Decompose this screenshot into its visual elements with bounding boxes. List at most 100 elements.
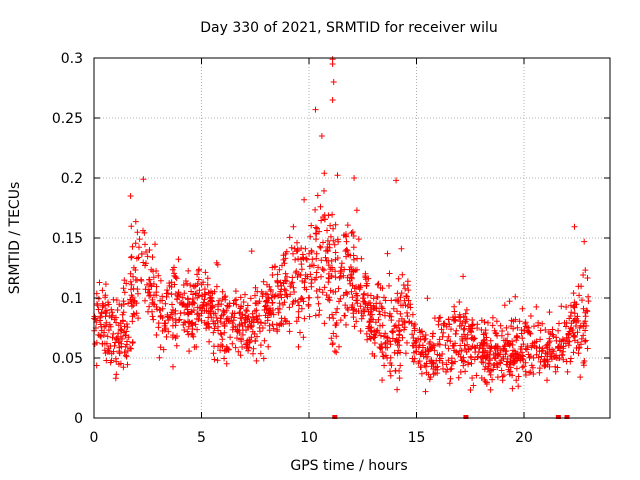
data-point (171, 272, 178, 279)
data-point (128, 253, 135, 260)
data-point (495, 351, 502, 358)
data-point (194, 280, 201, 287)
data-point (314, 294, 321, 301)
data-point (584, 275, 591, 281)
data-point (519, 352, 525, 359)
data-point (270, 325, 277, 332)
data-point (367, 327, 374, 334)
data-point (521, 327, 528, 334)
data-point (301, 315, 308, 322)
data-point (377, 332, 384, 339)
data-point (504, 331, 511, 338)
data-point (121, 349, 128, 356)
y-tick-label: 0 (74, 411, 83, 427)
data-point (399, 271, 406, 278)
data-point (157, 344, 164, 351)
data-point (461, 325, 468, 332)
data-point (132, 218, 139, 225)
data-point (427, 339, 434, 345)
data-point (125, 300, 132, 307)
data-point (282, 287, 289, 294)
data-point (547, 353, 554, 360)
data-point (296, 302, 302, 309)
data-point (549, 326, 556, 333)
data-point (423, 360, 430, 367)
data-point (445, 357, 452, 364)
data-point (564, 368, 571, 375)
data-point (309, 256, 316, 263)
data-point (231, 310, 238, 317)
data-point (543, 342, 550, 349)
data-point (102, 323, 109, 329)
data-point (343, 289, 349, 296)
data-point (240, 299, 247, 305)
data-point (478, 339, 485, 346)
data-point (174, 292, 181, 299)
data-point (426, 376, 433, 383)
data-point (436, 336, 443, 343)
data-point (404, 313, 411, 320)
data-point (448, 365, 455, 372)
data-point (582, 338, 588, 345)
data-point (387, 372, 394, 379)
data-point (348, 288, 355, 295)
data-point (204, 275, 211, 282)
data-point (242, 312, 249, 319)
x-tick-label: 15 (408, 430, 426, 446)
data-point (370, 303, 377, 309)
data-point (96, 279, 103, 286)
data-point (397, 294, 404, 301)
data-point (542, 326, 549, 333)
data-point (343, 238, 350, 245)
data-point (563, 304, 570, 310)
data-point (290, 250, 296, 257)
data-point (317, 244, 324, 251)
data-point (363, 283, 370, 289)
data-point (232, 288, 239, 295)
data-point (582, 267, 589, 274)
data-point (354, 292, 361, 299)
data-point (134, 229, 141, 236)
data-point (201, 296, 208, 303)
data-point (402, 350, 409, 357)
data-point (230, 324, 237, 331)
data-point (354, 255, 361, 262)
data-point (558, 303, 565, 310)
data-point (200, 279, 207, 286)
data-point (439, 359, 446, 366)
data-point (124, 347, 131, 354)
data-point (306, 294, 313, 301)
data-point (415, 335, 422, 342)
data-point (210, 329, 217, 336)
data-point (161, 322, 168, 329)
data-point (350, 252, 357, 259)
data-point (360, 291, 367, 298)
data-point (483, 334, 490, 341)
data-point (99, 287, 106, 294)
data-point (323, 257, 330, 264)
data-point (258, 288, 265, 295)
data-point (144, 253, 151, 260)
data-point (181, 327, 188, 333)
data-point (195, 267, 202, 274)
data-point (281, 299, 288, 306)
data-point (98, 310, 105, 317)
data-point (93, 339, 100, 346)
data-point (222, 293, 229, 300)
data-point (274, 328, 281, 335)
data-point (387, 368, 393, 375)
x-tick-label: 5 (197, 430, 206, 446)
data-point (379, 285, 386, 292)
data-point (315, 264, 322, 271)
data-point (224, 303, 231, 310)
data-point (95, 295, 102, 302)
data-point (308, 276, 315, 283)
data-point (275, 309, 282, 316)
data-point (295, 314, 302, 321)
data-point (447, 366, 454, 373)
data-point (312, 106, 319, 113)
data-point (318, 257, 325, 264)
data-point (497, 359, 503, 366)
data-point (401, 326, 407, 333)
data-point (533, 351, 540, 358)
